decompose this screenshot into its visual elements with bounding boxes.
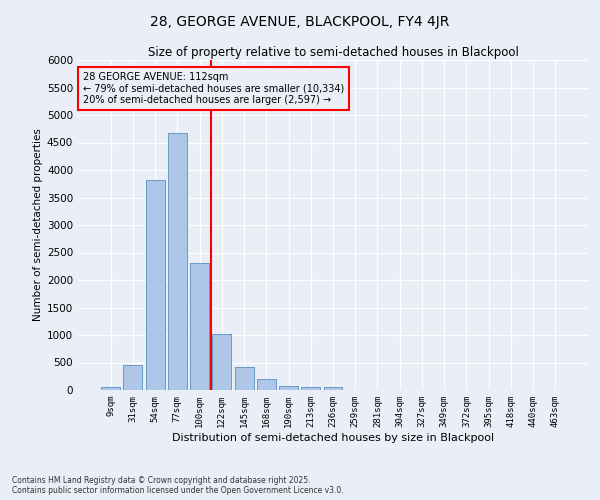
- Bar: [190, 263, 209, 390]
- Bar: [235, 367, 254, 390]
- Bar: [301, 387, 320, 390]
- Bar: [323, 387, 343, 390]
- Bar: [124, 364, 142, 390]
- Text: Contains HM Land Registry data © Crown copyright and database right 2025.
Contai: Contains HM Land Registry data © Crown c…: [12, 476, 344, 495]
- Bar: [101, 387, 120, 390]
- Text: 28 GEORGE AVENUE: 112sqm
← 79% of semi-detached houses are smaller (10,334)
20% : 28 GEORGE AVENUE: 112sqm ← 79% of semi-d…: [83, 72, 344, 105]
- Text: 28, GEORGE AVENUE, BLACKPOOL, FY4 4JR: 28, GEORGE AVENUE, BLACKPOOL, FY4 4JR: [151, 15, 449, 29]
- Bar: [279, 386, 298, 390]
- Title: Size of property relative to semi-detached houses in Blackpool: Size of property relative to semi-detach…: [148, 46, 518, 59]
- Bar: [257, 379, 276, 390]
- Bar: [146, 180, 164, 390]
- Bar: [168, 132, 187, 390]
- X-axis label: Distribution of semi-detached houses by size in Blackpool: Distribution of semi-detached houses by …: [172, 432, 494, 442]
- Bar: [212, 334, 231, 390]
- Y-axis label: Number of semi-detached properties: Number of semi-detached properties: [33, 128, 43, 322]
